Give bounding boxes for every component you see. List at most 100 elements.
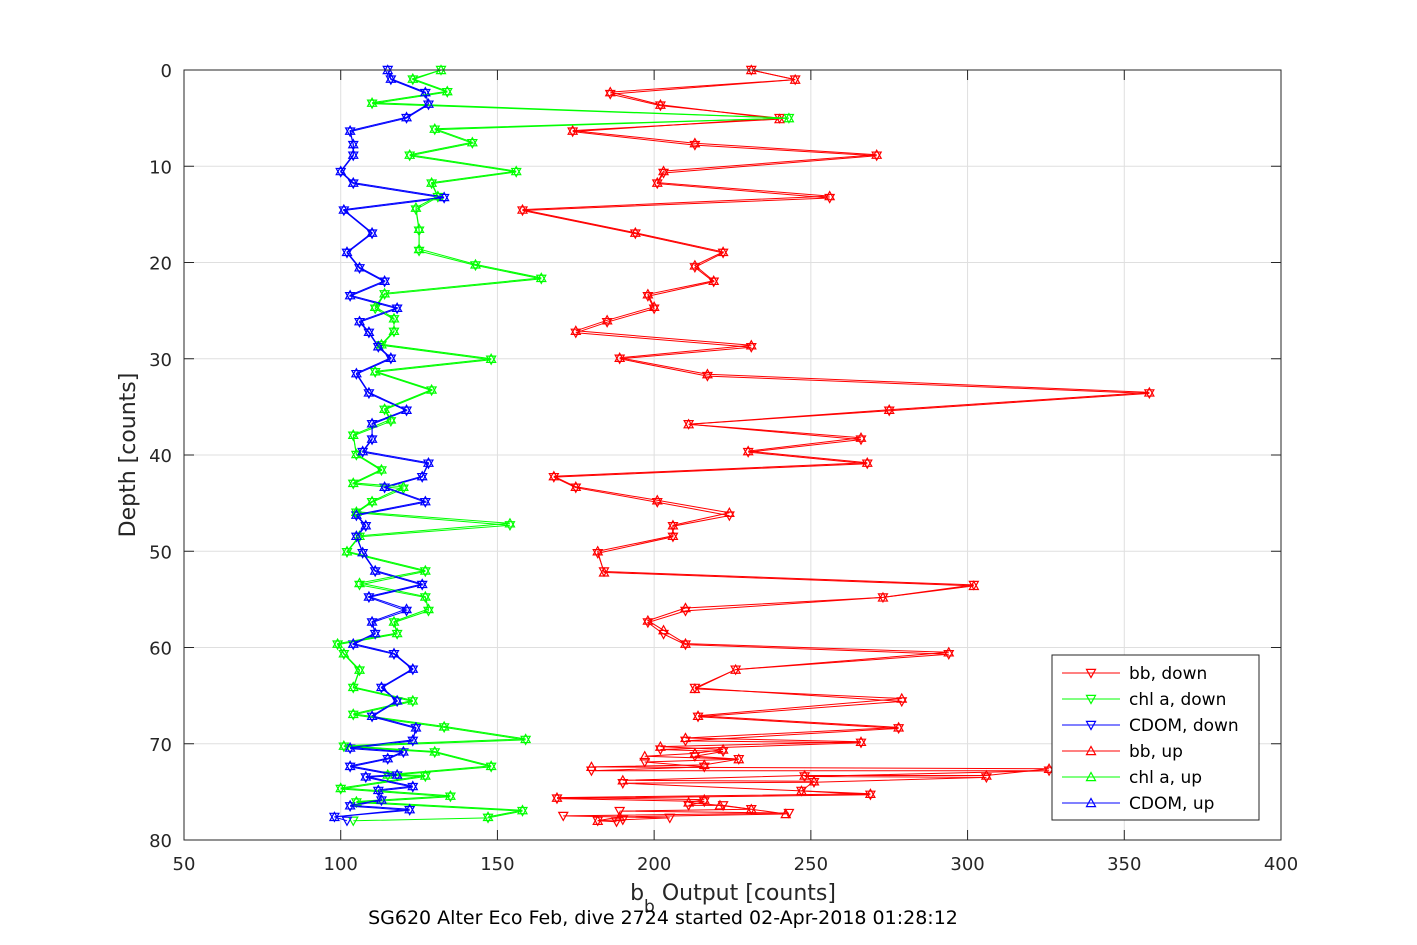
data-point <box>799 772 811 783</box>
data-point <box>391 694 403 705</box>
data-point <box>419 495 431 506</box>
data-point <box>861 456 873 467</box>
data-point <box>654 98 666 109</box>
data-point <box>344 289 356 300</box>
data-point <box>592 545 604 556</box>
data-point <box>366 618 378 629</box>
data-point <box>385 413 397 424</box>
data-point <box>980 773 992 784</box>
data-point <box>347 429 359 439</box>
data-point <box>658 168 670 179</box>
data-point <box>485 353 497 363</box>
data-point <box>717 747 729 758</box>
x-tick-label: 150 <box>480 854 514 875</box>
data-point <box>350 367 362 378</box>
data-point <box>557 811 569 822</box>
series-layer <box>328 64 1155 828</box>
data-point <box>745 803 757 814</box>
data-point <box>438 720 450 731</box>
data-point <box>375 796 387 807</box>
data-point <box>516 203 529 214</box>
data-point <box>783 112 795 123</box>
data-point <box>366 495 378 506</box>
data-point <box>350 369 362 380</box>
data-point <box>683 796 695 807</box>
data-point <box>401 113 413 124</box>
data-point <box>893 724 905 735</box>
data-point <box>855 435 867 446</box>
data-point <box>375 341 387 352</box>
data-point <box>466 136 478 147</box>
legend-label: CDOM, down <box>1129 716 1239 736</box>
data-point <box>350 508 362 519</box>
legend-entry: CDOM, down <box>1062 716 1239 736</box>
legend-label: chl a, down <box>1129 690 1226 710</box>
data-point <box>689 140 701 151</box>
data-point <box>344 127 356 138</box>
data-point <box>397 484 409 495</box>
data-point <box>701 371 713 382</box>
x-tick-label: 400 <box>1264 854 1298 875</box>
data-point <box>551 791 563 802</box>
data-point <box>441 87 453 98</box>
data-point <box>379 287 391 298</box>
data-point <box>651 179 663 190</box>
data-point <box>341 248 353 259</box>
data-point <box>379 403 391 413</box>
data-point <box>535 274 547 285</box>
data-point <box>357 445 369 456</box>
x-tick-label: 200 <box>637 854 671 875</box>
data-point <box>341 816 353 827</box>
data-point <box>601 314 613 325</box>
data-point <box>385 352 397 362</box>
data-point <box>567 127 579 138</box>
data-point <box>654 740 666 751</box>
data-point <box>369 365 381 376</box>
data-point <box>407 662 419 673</box>
data-point <box>347 176 359 187</box>
data-point <box>335 782 347 793</box>
data-point <box>679 732 692 743</box>
data-point <box>429 745 441 756</box>
data-point <box>388 325 400 336</box>
data-point <box>363 328 375 339</box>
data-point <box>366 432 378 443</box>
legend-label: bb, down <box>1129 664 1207 684</box>
data-point <box>893 721 905 732</box>
data-point <box>601 317 613 328</box>
data-point <box>341 246 353 257</box>
data-point <box>344 762 356 773</box>
data-point <box>667 530 679 541</box>
data-point <box>570 325 582 336</box>
data-point <box>629 226 641 237</box>
data-point <box>413 243 425 254</box>
data-point <box>338 650 350 660</box>
data-point <box>366 417 378 428</box>
data-point <box>363 326 375 336</box>
data-point <box>382 752 394 763</box>
data-point <box>354 663 366 674</box>
data-point <box>391 771 403 782</box>
data-point <box>391 768 403 779</box>
data-point <box>426 179 438 190</box>
data-point <box>429 122 441 133</box>
data-point <box>401 603 413 614</box>
data-point <box>1143 389 1155 400</box>
data-point <box>366 420 378 430</box>
data-point <box>354 317 366 328</box>
data-point <box>585 761 597 772</box>
data-point <box>444 789 456 800</box>
data-point <box>441 85 453 96</box>
data-point <box>808 775 820 786</box>
data-point <box>422 603 434 614</box>
legend: bb, down chl a, down CDOM, down bb, up chl a… <box>1051 654 1260 821</box>
data-point <box>789 73 801 84</box>
data-point <box>397 481 409 491</box>
data-point <box>510 165 522 176</box>
data-point <box>379 290 391 300</box>
data-point <box>516 804 529 815</box>
data-point <box>708 275 720 285</box>
legend-marker <box>1085 694 1097 705</box>
y-tick-label: 30 <box>149 350 172 371</box>
data-point <box>328 811 340 822</box>
